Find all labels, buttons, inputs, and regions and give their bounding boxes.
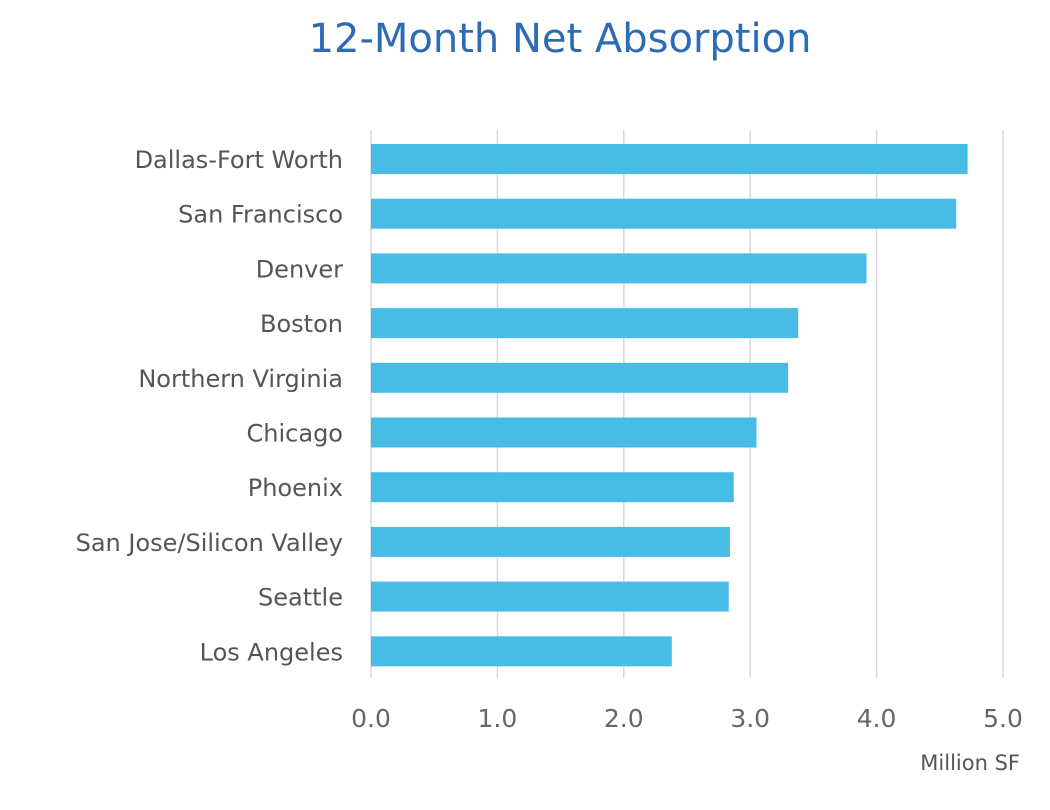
- category-label: Chicago: [247, 420, 343, 448]
- x-tick-label: 5.0: [983, 704, 1023, 733]
- x-axis-label: Million SF: [920, 751, 1020, 775]
- bars: [371, 144, 968, 667]
- bar: [371, 198, 957, 229]
- category-label: San Jose/Silicon Valley: [76, 529, 343, 557]
- category-label: Boston: [260, 310, 343, 338]
- chart-title: 12-Month Net Absorption: [309, 16, 812, 62]
- bar: [371, 526, 730, 557]
- category-label: Denver: [256, 255, 343, 283]
- category-label: Los Angeles: [200, 638, 343, 666]
- x-tick-label: 1.0: [478, 704, 518, 733]
- bar: [371, 253, 867, 284]
- category-label: San Francisco: [178, 201, 343, 229]
- category-label: Phoenix: [248, 474, 343, 502]
- x-tick-label: 2.0: [604, 704, 644, 733]
- bar: [371, 636, 672, 667]
- x-tick-label: 0.0: [351, 704, 391, 733]
- x-tick-label: 3.0: [730, 704, 770, 733]
- category-label: Seattle: [258, 584, 343, 612]
- x-tick-labels: 0.0 1.0 2.0 3.0 4.0 5.0: [351, 704, 1023, 733]
- bar: [371, 581, 729, 612]
- bar: [371, 144, 968, 174]
- category-label: Northern Virginia: [138, 365, 343, 393]
- bar: [371, 308, 799, 339]
- category-label: Dallas-Fort Worth: [135, 146, 343, 174]
- x-tick-label: 4.0: [857, 704, 897, 733]
- category-labels: Dallas-Fort Worth San Francisco Denver Bost…: [76, 146, 344, 666]
- bar: [371, 417, 757, 448]
- bar: [371, 472, 734, 503]
- bar: [371, 362, 789, 393]
